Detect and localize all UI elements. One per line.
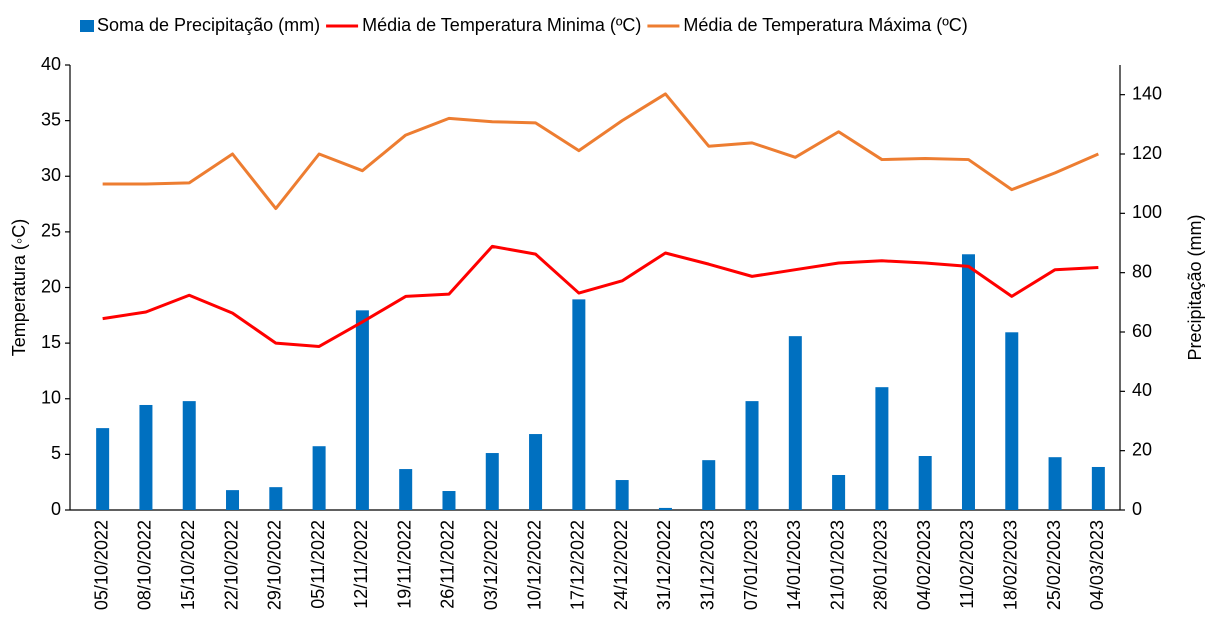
x-tick-label: 19/11/2022 [394,520,414,609]
x-tick-label: 26/11/2022 [438,520,458,609]
x-tick-label: 07/01/2023 [741,520,761,610]
y-tick-label: 10 [41,388,61,408]
x-tick-label: 04/03/2023 [1087,520,1107,610]
y2-tick-label: 0 [1132,499,1142,519]
y-tick-label: 35 [41,109,61,129]
bar [961,254,975,510]
bar [399,469,413,510]
y2-tick-label: 120 [1132,143,1162,163]
bar [1091,466,1105,510]
legend-label: Média de Temperatura Minima (ºC) [362,15,641,35]
bar [832,474,846,510]
legend-label: Soma de Precipitação (mm) [97,15,320,35]
x-tick-label: 10/12/2022 [524,520,544,610]
x-tick-label: 21/01/2023 [827,520,847,610]
x-tick-label: 31/12/2022 [654,520,674,610]
bar [182,401,196,510]
bar [788,336,802,510]
y2-tick-label: 80 [1132,261,1152,281]
y-tick-label: 40 [41,54,61,74]
y-tick-label: 0 [51,499,61,519]
x-tick-label: 03/12/2022 [481,520,501,610]
bar [745,401,759,510]
y-tick-label: 25 [41,221,61,241]
bar [355,310,369,510]
bar [485,453,499,510]
bar [658,507,672,510]
line [102,92,1099,211]
bar [702,460,716,510]
y-tick-label: 5 [51,443,61,463]
bar [139,404,153,510]
x-tick-label: 22/10/2022 [221,520,241,610]
bar [1005,332,1019,510]
x-tick-label: 31/12/2023 [697,520,717,610]
x-tick-label: 11/02/2023 [957,520,977,609]
x-tick-label: 24/12/2022 [611,520,631,610]
y-tick-label: 20 [41,276,61,296]
legend-label: Média de Temperatura Máxima (ºC) [683,15,967,35]
bar [529,434,543,510]
y2-tick-label: 140 [1132,83,1162,103]
x-tick-label: 17/12/2022 [568,520,588,610]
x-tick-label: 18/02/2023 [1001,520,1021,610]
bar [269,487,283,510]
y2-tick-label: 60 [1132,321,1152,341]
x-tick-label: 25/02/2023 [1044,520,1064,610]
x-tick-label: 05/10/2022 [91,520,111,610]
bar [875,387,889,510]
bar [572,299,586,510]
x-tick-label: 12/11/2022 [351,520,371,609]
bar [226,490,240,510]
bar [96,428,110,510]
x-tick-label: 08/10/2022 [135,520,155,610]
line [102,244,1099,348]
x-tick-label: 15/10/2022 [178,520,198,610]
legend-swatch [80,20,94,32]
y2-tick-label: 40 [1132,380,1152,400]
y-axis-label: Temperatura (◦C) [9,219,29,356]
y2-axis-label: Precipitação (mm) [1185,214,1205,360]
bar [442,491,456,510]
bar [312,446,326,510]
x-tick-label: 04/02/2023 [914,520,934,610]
x-tick-label: 28/01/2023 [871,520,891,610]
x-tick-label: 05/11/2022 [308,520,328,609]
y-tick-label: 30 [41,165,61,185]
bar [615,480,629,510]
x-tick-label: 29/10/2022 [265,520,285,610]
y2-tick-label: 100 [1132,202,1162,222]
bar [1048,457,1062,510]
x-tick-label: 14/01/2023 [784,520,804,610]
y2-tick-label: 20 [1132,439,1152,459]
y-tick-label: 15 [41,332,61,352]
bar [918,456,932,510]
